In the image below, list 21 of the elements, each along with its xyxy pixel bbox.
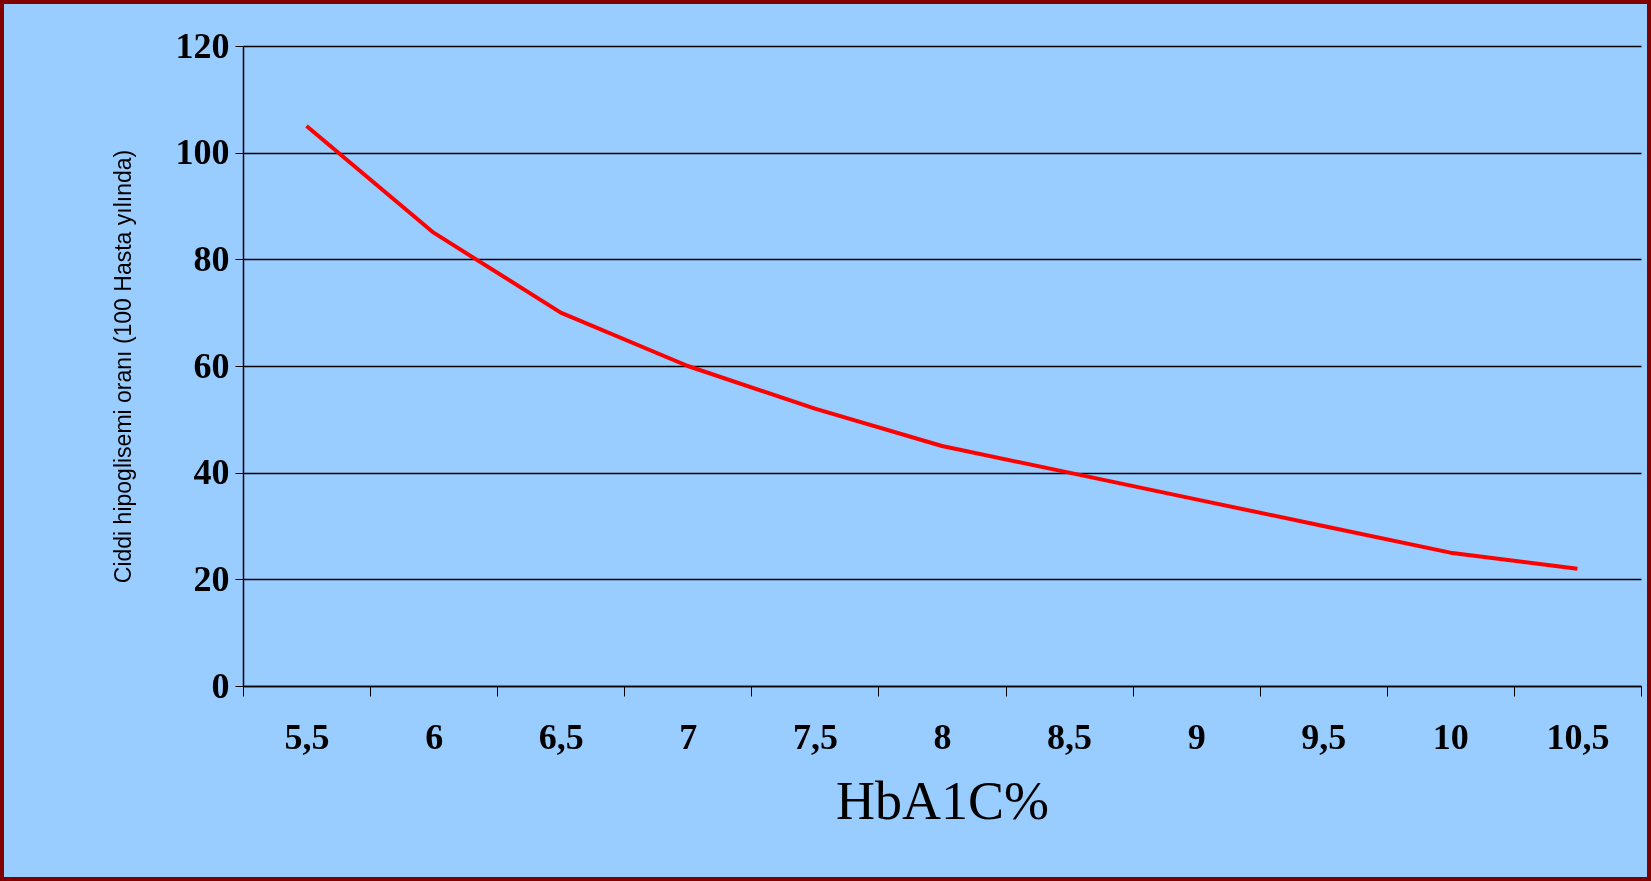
y-tick-label: 40 [193,452,230,493]
y-tick-label: 0 [211,665,230,706]
y-tick-label: 120 [175,25,230,66]
x-tick-label: 9,5 [1301,716,1347,757]
x-tick-label: 10,5 [1546,716,1610,757]
x-tick-label: 8,5 [1047,716,1093,757]
x-tick-label: 5,5 [284,716,330,757]
x-tick-label: 8 [933,716,952,757]
x-tick-label: 6,5 [538,716,584,757]
x-tick-label: 6 [425,716,444,757]
x-axis-title: HbA1C% [836,770,1049,831]
y-tick-label: 20 [193,558,230,599]
y-tick-label: 60 [193,345,230,386]
y-tick-label: 100 [175,132,230,173]
x-tick-label: 9 [1187,716,1206,757]
y-axis-title: Ciddi hipoglisemi oranı (100 Hasta yılında) [109,149,136,584]
x-tick-label: 7 [679,716,698,757]
y-tick-label: 80 [193,238,230,279]
x-tick-label: 10 [1432,716,1469,757]
x-tick-label: 7,5 [792,716,838,757]
line-series [304,124,1580,571]
